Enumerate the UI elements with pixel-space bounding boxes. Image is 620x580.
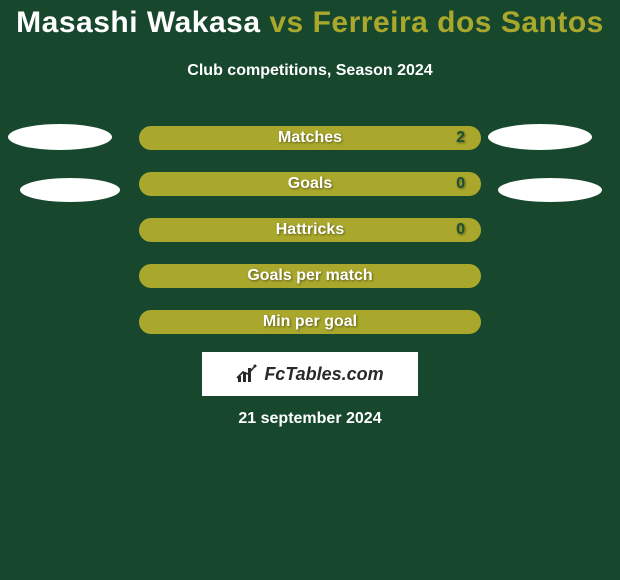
vs-label: vs <box>269 6 303 39</box>
subtitle: Club competitions, Season 2024 <box>0 62 620 80</box>
stat-row: Matches2 <box>139 126 481 150</box>
side-ellipse <box>488 124 592 150</box>
side-ellipse <box>498 178 602 202</box>
stat-value: 0 <box>456 175 465 193</box>
stat-label: Goals <box>139 175 481 193</box>
comparison-card: Masashi Wakasa vs Ferreira dos Santos Cl… <box>0 0 620 580</box>
date-label: 21 september 2024 <box>0 410 620 428</box>
stat-label: Matches <box>139 129 481 147</box>
stat-row: Min per goal <box>139 310 481 334</box>
stat-value: 2 <box>456 129 465 147</box>
logo-text: FcTables.com <box>264 364 383 385</box>
stat-label: Min per goal <box>139 313 481 331</box>
logo-box: FcTables.com <box>202 352 418 396</box>
player2-name: Ferreira dos Santos <box>313 6 604 39</box>
page-title: Masashi Wakasa vs Ferreira dos Santos <box>0 6 620 40</box>
side-ellipse <box>8 124 112 150</box>
stat-row: Hattricks0 <box>139 218 481 242</box>
stat-row: Goals per match <box>139 264 481 288</box>
stat-value: 0 <box>456 221 465 239</box>
player1-name: Masashi Wakasa <box>16 6 260 39</box>
stat-label: Goals per match <box>139 267 481 285</box>
chart-icon <box>236 364 258 384</box>
stat-label: Hattricks <box>139 221 481 239</box>
stat-row: Goals0 <box>139 172 481 196</box>
side-ellipse <box>20 178 120 202</box>
